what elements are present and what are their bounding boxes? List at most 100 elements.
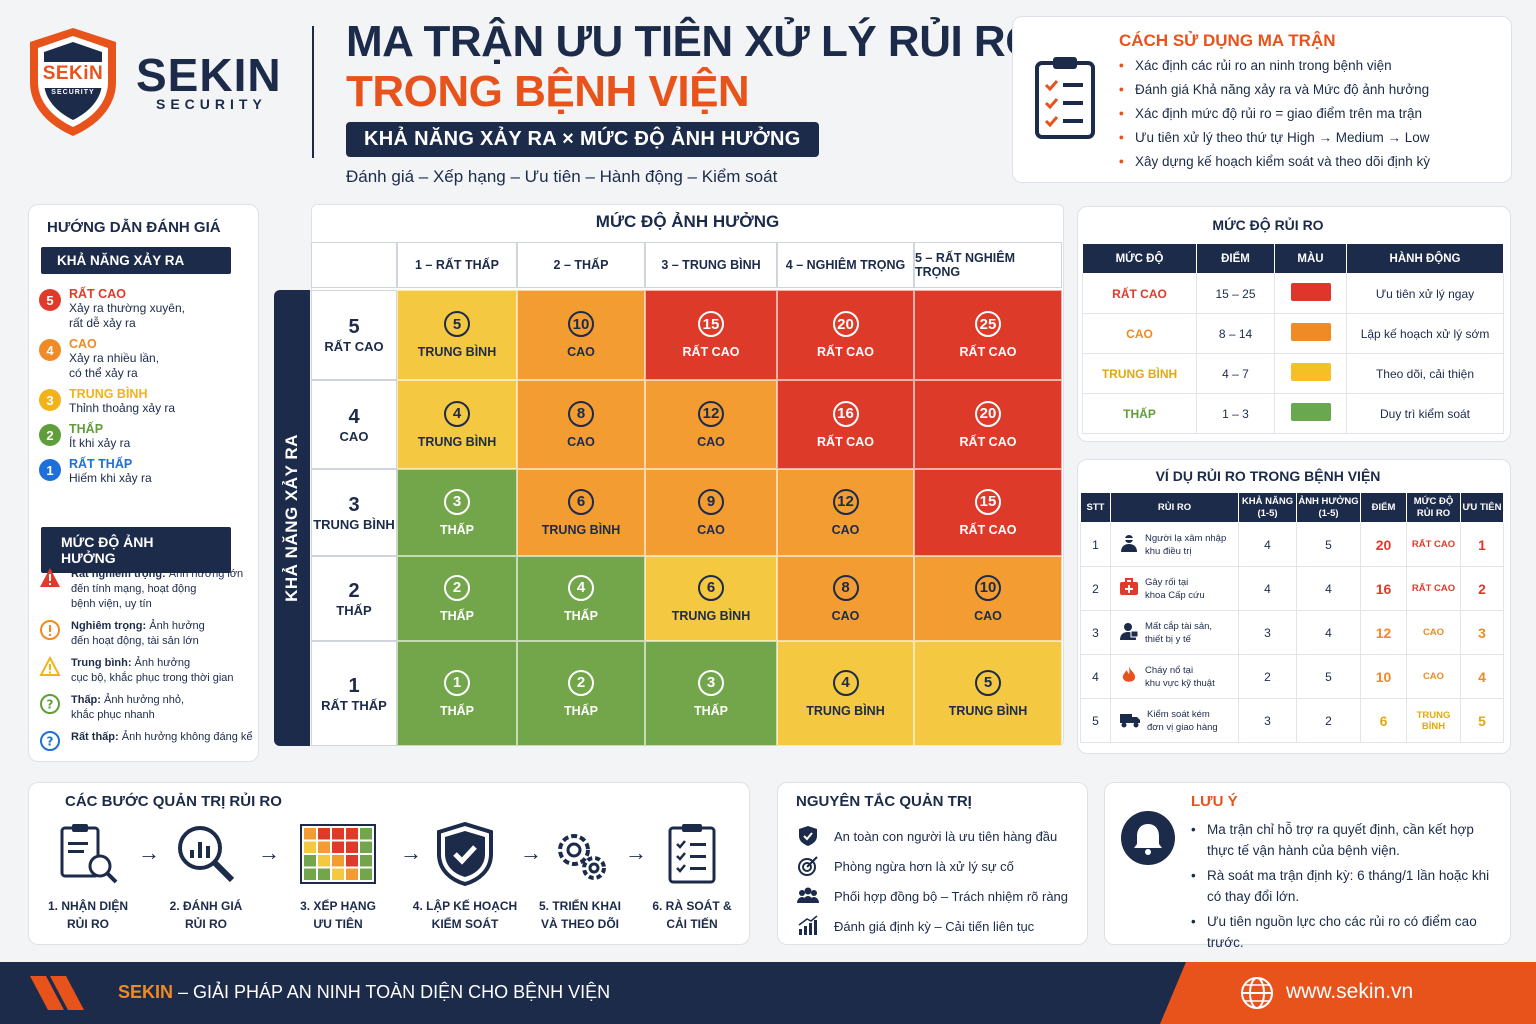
likelihood-desc: Hiếm khi xảy ra bbox=[69, 471, 152, 485]
impact-name: Rất thấp: bbox=[71, 731, 119, 743]
cell-score: 8 bbox=[568, 400, 594, 427]
row-label: RẤT THẤP bbox=[321, 697, 387, 713]
cell-level: CAO bbox=[697, 434, 725, 449]
table-row: TRUNG BÌNH 4 – 7 Theo dõi, cải thiện bbox=[1082, 353, 1504, 394]
level-color bbox=[1274, 393, 1347, 434]
process-step: 1. NHẬN DIỆN RỦI RO bbox=[28, 897, 148, 933]
likelihood-item: 3 TRUNG BÌNH Thỉnh thoảng xảy ra bbox=[39, 387, 249, 416]
steps-title: CÁC BƯỚC QUẢN TRỊ RỦI RO bbox=[65, 793, 282, 810]
matrix-grid-icon bbox=[300, 822, 376, 886]
cell-score: 12 bbox=[832, 488, 859, 515]
cell-level: RẤT CAO bbox=[959, 345, 1017, 359]
examples-title: VÍ DỤ RỦI RO TRONG BỆNH VIỆN bbox=[1155, 468, 1381, 484]
note-list: Ma trận chỉ hỗ trợ ra quyết định, cần kế… bbox=[1191, 819, 1491, 957]
impact-line: Thấp: Ảnh hưởng nhỏ, bbox=[71, 693, 184, 708]
impact-desc: Ảnh hưởng nhỏ, bbox=[104, 694, 185, 706]
cell-score: 6 bbox=[568, 488, 594, 515]
cell-score: 2 bbox=[444, 574, 470, 601]
risk-text: Người lạ xâm nhập khu điều trị bbox=[1145, 532, 1226, 558]
risk-likelihood: 2 bbox=[1238, 654, 1297, 699]
likelihood-name: CAO bbox=[69, 337, 97, 351]
matrix-cell: 8 CAO bbox=[777, 556, 914, 641]
risk-score: 16 bbox=[1360, 566, 1407, 611]
impact-text: Rất nghiêm trọng: Ảnh hưởng lớn đến tính … bbox=[71, 567, 243, 612]
matrix-cell: 20 RẤT CAO bbox=[777, 290, 914, 380]
clipboard-search-icon bbox=[50, 822, 126, 886]
step-label: 6. RÀ SOÁT & bbox=[652, 899, 732, 913]
levels-table: MỨC ĐỘ ĐIỂM MÀU HÀNH ĐỘNG RẤT CAO 15 – 25… bbox=[1082, 243, 1504, 434]
row-number: 2 bbox=[348, 579, 360, 602]
color-swatch bbox=[1290, 323, 1331, 341]
cell-score: 10 bbox=[975, 574, 1001, 601]
row-number: 5 bbox=[348, 316, 360, 338]
matrix-cell: 1 THẤP bbox=[397, 641, 517, 746]
risk-level: CAO bbox=[1406, 654, 1461, 699]
question-green-icon: ? bbox=[39, 693, 61, 715]
header-divider bbox=[312, 26, 314, 158]
likelihood-row-header: 1 RẤT THẤP bbox=[311, 641, 397, 746]
col-header: ẢNH HƯỞNG (1-5) bbox=[1296, 492, 1361, 523]
likelihood-row-header: 4 CAO bbox=[311, 380, 397, 469]
likelihood-text: RẤT CAO Xảy ra thường xuyên, rất dễ xảy ra bbox=[69, 287, 185, 331]
likelihood-text: RẤT THẤP Hiếm khi xảy ra bbox=[69, 457, 152, 486]
note-item: Rà soát ma trận định kỳ: 6 tháng/1 lần h… bbox=[1191, 865, 1491, 907]
cell-level: CAO bbox=[831, 522, 860, 537]
matrix-title: MỨC ĐỘ ẢNH HƯỞNG bbox=[595, 212, 780, 231]
risk-text: Cháy nổ tại khu vực kỹ thuật bbox=[1145, 664, 1215, 690]
matrix-cell: 5 TRUNG BÌNH bbox=[914, 641, 1062, 746]
likelihood-name: THẤP bbox=[69, 422, 104, 436]
cell-level: RẤT CAO bbox=[959, 434, 1017, 449]
cell-level: CAO bbox=[697, 522, 725, 537]
levels-card: MỨC ĐỘ RỦI RO MỨC ĐỘ ĐIỂM MÀU HÀNH ĐỘNG … bbox=[1077, 206, 1511, 442]
arrow-right-icon: → bbox=[625, 840, 647, 865]
cell-score: 1 bbox=[444, 669, 470, 696]
col-header: MỨC ĐỘ bbox=[1082, 243, 1197, 274]
fire-icon bbox=[1119, 665, 1139, 689]
matrix-cell: 16 RẤT CAO bbox=[777, 380, 914, 469]
matrix-cell: 6 TRUNG BÌNH bbox=[645, 556, 777, 641]
row-label: TRUNG BÌNH bbox=[313, 516, 395, 532]
brand-sub: SECURITY bbox=[156, 96, 267, 112]
guide-card: HƯỚNG DẪN ĐÁNH GIÁ KHẢ NĂNG XẢY RA 5 RẤT … bbox=[28, 204, 259, 762]
usage-item: Xây dựng kế hoạch kiểm soát và theo dõi … bbox=[1119, 150, 1430, 174]
cell-score: 9 bbox=[698, 488, 724, 515]
impact-text: Thấp: Ảnh hưởng nhỏ, khắc phục nhanh bbox=[71, 693, 184, 723]
usage-item: Xác định các rủi ro an ninh trong bệnh v… bbox=[1119, 54, 1430, 78]
risk-level: RẤT CAO bbox=[1406, 566, 1461, 611]
footer: SEKIN – GIẢI PHÁP AN NINH TOÀN DIỆN CHO … bbox=[0, 962, 1536, 1024]
matrix-cell: 2 THẤP bbox=[517, 641, 645, 746]
table-row: THẤP 1 – 3 Duy trì kiểm soát bbox=[1082, 393, 1504, 434]
likelihood-item: 4 CAO Xảy ra nhiều lần, có thể xảy ra bbox=[39, 337, 249, 381]
website-link[interactable]: www.sekin.vn bbox=[1286, 980, 1414, 1003]
truck-icon bbox=[1119, 709, 1141, 733]
cell-score: 15 bbox=[975, 488, 1001, 515]
likelihood-item: 1 RẤT THẤP Hiếm khi xảy ra bbox=[39, 457, 249, 486]
arrow-right-icon: → bbox=[520, 840, 542, 865]
risk-score: 12 bbox=[1360, 610, 1407, 655]
principle-text: Phối hợp đồng bộ – Trách nhiệm rõ ràng bbox=[834, 888, 1069, 904]
likelihood-name: RẤT CAO bbox=[69, 287, 126, 301]
level-score: 15 – 25 bbox=[1196, 273, 1275, 314]
matrix-side-label: KHẢ NĂNG XẢY RA bbox=[282, 434, 301, 602]
level-number-badge: 2 bbox=[39, 424, 61, 446]
risk-desc: Gây rối tại khoa Cấp cứu bbox=[1111, 576, 1238, 602]
svg-text:?: ? bbox=[47, 735, 54, 749]
steps-card: CÁC BƯỚC QUẢN TRỊ RỦI RO bbox=[28, 782, 750, 945]
risk-stt: 3 bbox=[1080, 610, 1111, 655]
impact-band: MỨC ĐỘ ẢNH HƯỞNG bbox=[41, 527, 231, 573]
level-action: Theo dõi, cải thiện bbox=[1346, 353, 1504, 394]
impact-desc: cục bộ, khắc phục trong thời gian bbox=[71, 672, 234, 684]
matrix-cell: 4 TRUNG BÌNH bbox=[397, 380, 517, 469]
matrix-cell: 12 CAO bbox=[645, 380, 777, 469]
intruder-icon bbox=[1119, 533, 1139, 557]
matrix-side-bar bbox=[274, 290, 310, 746]
impact-column-header: 2 – THẤP bbox=[517, 242, 645, 288]
page-title-line2: TRONG BỆNH VIỆN bbox=[346, 67, 750, 116]
risk-desc: Người lạ xâm nhập khu điều trị bbox=[1111, 532, 1238, 558]
cell-score: 3 bbox=[698, 669, 724, 696]
impact-text: Nghiêm trọng: Ảnh hưởng đến hoạt động, tà… bbox=[71, 619, 205, 649]
col-header: STT bbox=[1080, 492, 1111, 523]
likelihood-text: THẤP Ít khi xảy ra bbox=[69, 422, 130, 451]
footer-slogan: – GIẢI PHÁP AN NINH TOÀN DIỆN CHO BỆNH V… bbox=[173, 982, 611, 1002]
row-label: CAO bbox=[339, 428, 369, 444]
